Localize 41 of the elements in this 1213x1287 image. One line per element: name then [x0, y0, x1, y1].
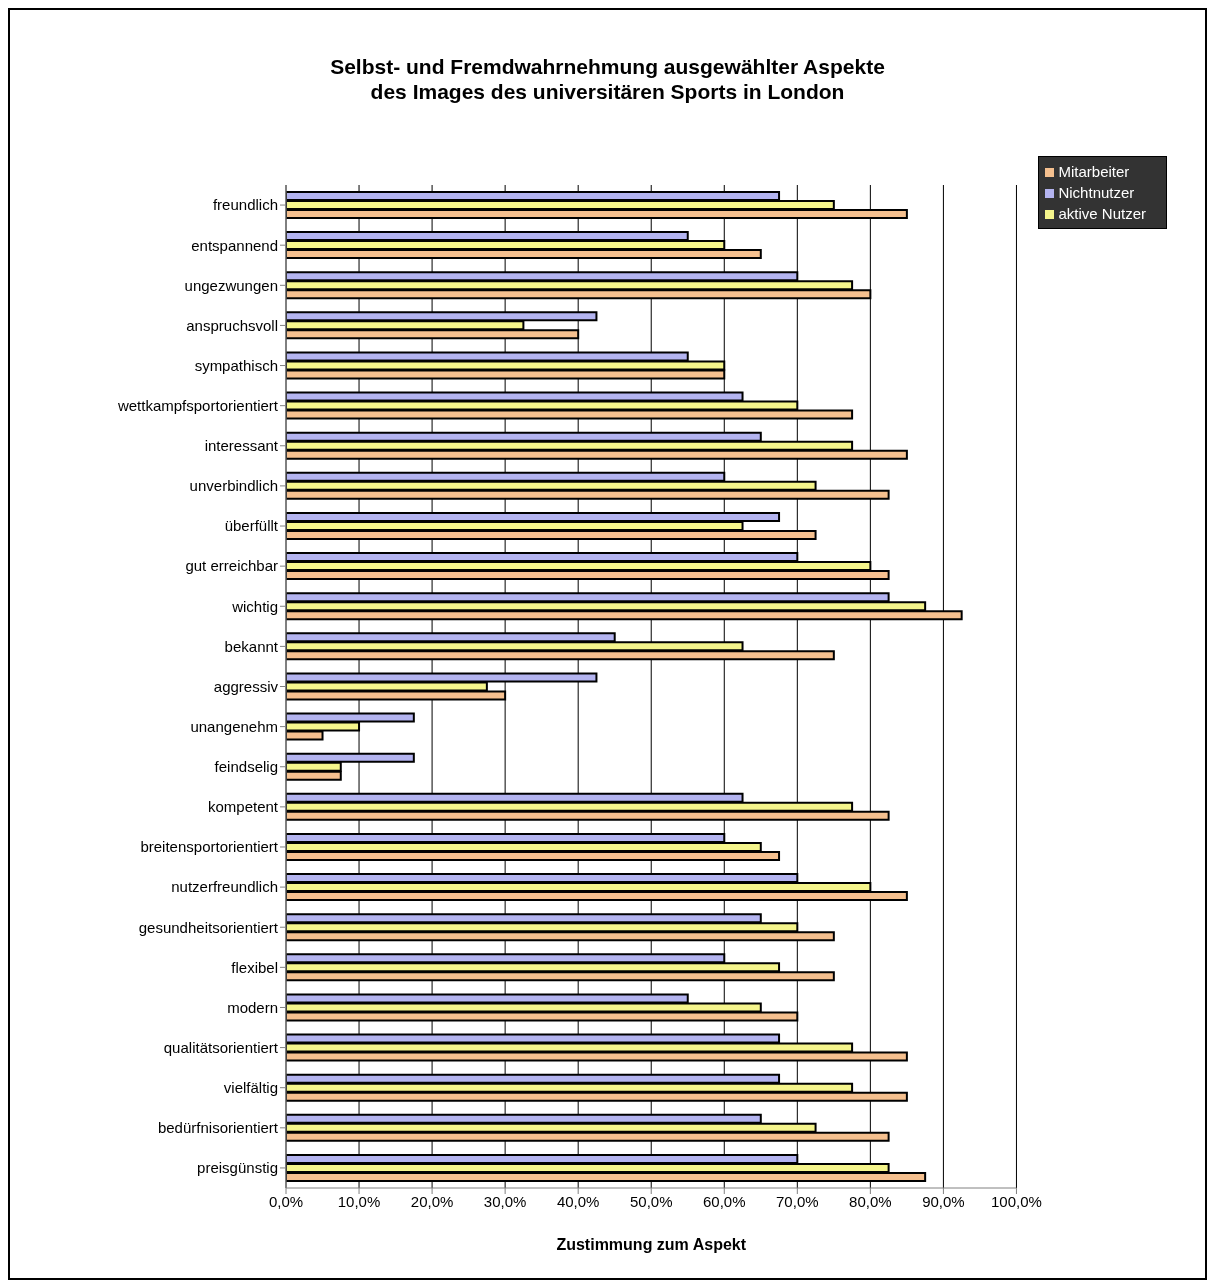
x-tick-label: 40,0%: [556, 1192, 600, 1210]
y-tick-label: kompetent: [207, 798, 279, 816]
chart-title: Selbst- und Fremdwahrnehmung ausgewählter Aspekte des Images des universitären Sports in London: [329, 54, 886, 104]
x-tick-label: 60,0%: [703, 1192, 746, 1210]
y-tick-label: freundlich: [212, 196, 278, 214]
y-tick-label: gut erreichbar: [185, 557, 278, 575]
y-tick-label: preisgünstig: [197, 1159, 278, 1177]
legend-label: Mitarbeiter: [1058, 163, 1130, 180]
y-tick-label: ungezwungen: [184, 276, 278, 294]
y-tick-label: aggressiv: [213, 677, 279, 695]
y-tick-label: modern: [227, 998, 278, 1016]
y-tick-label: bekannt: [224, 637, 279, 655]
y-tick-label: gesundheitsorientiert: [138, 918, 279, 936]
y-tick-label: überfüllt: [224, 517, 279, 535]
y-tick-label: vielfältig: [223, 1079, 278, 1097]
x-tick-label: 70,0%: [776, 1192, 819, 1210]
x-tick-label: 80,0%: [849, 1192, 892, 1210]
y-tick-label: breitensportorientiert: [140, 838, 279, 856]
y-tick-label: feindselig: [214, 758, 278, 776]
legend-label: Nichtnutzer: [1058, 184, 1135, 201]
y-tick-label: wettkampfsportorientiert: [116, 396, 279, 414]
y-tick-label: anspruchsvoll: [186, 316, 278, 334]
x-tick-label: 100,0%: [991, 1192, 1042, 1210]
x-tick-label: 50,0%: [629, 1192, 673, 1210]
x-tick-label: 20,0%: [410, 1192, 454, 1210]
y-tick-label: interessant: [204, 437, 279, 455]
y-tick-label: bedürfnisorientiert: [157, 1119, 279, 1137]
x-tick-label: 30,0%: [483, 1192, 527, 1210]
legend-label: aktive Nutzer: [1058, 205, 1146, 222]
x-tick-label: 90,0%: [922, 1192, 965, 1210]
y-tick-label: unverbindlich: [189, 477, 278, 495]
y-tick-label: sympathisch: [194, 356, 278, 374]
x-tick-label: 10,0%: [337, 1192, 381, 1210]
y-tick-label: entspannend: [191, 236, 278, 254]
y-tick-label: flexibel: [231, 958, 278, 976]
y-tick-label: qualitätsorientiert: [163, 1038, 279, 1056]
y-tick-label: wichtig: [231, 597, 278, 615]
x-tick-label: 0,0%: [268, 1192, 304, 1210]
y-tick-label: nutzerfreundlich: [171, 878, 278, 896]
x-axis-title: Zustimmung zum Aspekt: [556, 1236, 747, 1253]
y-tick-label: unangenehm: [190, 717, 278, 735]
